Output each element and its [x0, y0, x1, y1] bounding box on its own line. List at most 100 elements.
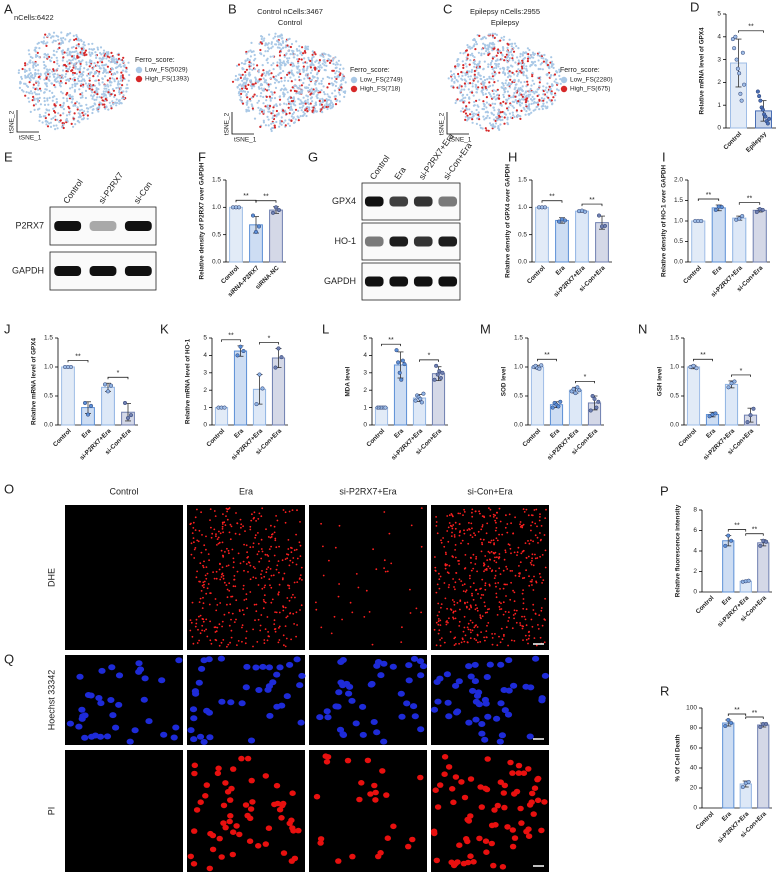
tsne-cell [305, 61, 308, 64]
nucleus [475, 689, 483, 696]
tsne-cell [511, 59, 515, 62]
tsne-cell [80, 75, 83, 78]
row-label: Hoechst 33342 [46, 670, 56, 731]
tsne-cell [473, 100, 476, 104]
tsne-cell [99, 46, 103, 49]
significance-bracket [745, 716, 764, 719]
data-point [236, 205, 242, 210]
signal [475, 624, 477, 626]
signal [488, 583, 491, 586]
tsne-cell [253, 117, 257, 120]
tsne-cell [76, 52, 79, 55]
tsne-cell [39, 77, 42, 80]
tsne-cell [75, 35, 79, 38]
signal [543, 618, 546, 620]
tsne-cell [283, 64, 286, 67]
tsne-cell [492, 78, 495, 81]
nucleus [492, 822, 499, 828]
signal [286, 597, 289, 599]
tsne-cell [460, 85, 463, 88]
tsne-cell [48, 96, 51, 99]
data-point [745, 420, 750, 425]
signal [249, 564, 252, 567]
tsne-cell [452, 72, 456, 76]
tsne-cell [271, 126, 274, 130]
tsne-cell [456, 80, 459, 83]
tsne-cell [337, 91, 340, 94]
tsne-cell [245, 87, 248, 90]
tsne-cell [77, 45, 80, 48]
tsne-cell [266, 50, 269, 53]
tsne-cell [86, 117, 89, 120]
signal [301, 579, 303, 581]
signal [257, 618, 260, 621]
tsne-cell [73, 72, 76, 75]
signal [491, 569, 494, 572]
y-axis-label: Relative fluorescence intensity [675, 504, 682, 597]
signal [338, 583, 340, 585]
signal [483, 516, 486, 519]
tsne-cell [48, 109, 51, 112]
data-point [742, 82, 747, 87]
tsne-cell [28, 81, 31, 84]
tsne-cell [484, 92, 487, 95]
nucleus [464, 838, 471, 845]
tsne-cell [52, 73, 55, 76]
tsne-cell [262, 77, 265, 80]
signal [494, 574, 497, 577]
signal [435, 525, 438, 527]
tsne-cell [276, 61, 279, 64]
tsne-cell [538, 108, 541, 111]
nucleus [187, 727, 195, 734]
tsne-cell [69, 87, 72, 90]
signal [232, 585, 235, 588]
tsne-cell [473, 37, 476, 41]
nucleus [202, 793, 209, 799]
tsne-cell [88, 73, 91, 76]
signal [476, 570, 478, 573]
signal [524, 618, 527, 621]
significance-label: ** [747, 196, 753, 203]
tsne-cell [505, 53, 508, 56]
tsne-cell [110, 107, 113, 110]
signal [489, 515, 492, 517]
tsne-cell [487, 48, 490, 51]
signal [458, 620, 461, 623]
tsne-cell [100, 96, 103, 99]
nucleus [499, 864, 507, 870]
signal [217, 536, 220, 539]
nucleus [249, 799, 256, 805]
tsne-cell [43, 91, 46, 94]
tsne-cell [32, 104, 36, 107]
signal [522, 577, 524, 580]
signal [451, 555, 454, 558]
micrograph [431, 655, 549, 745]
tsne-cell [512, 80, 516, 83]
data-point [751, 406, 756, 411]
tsne-cell [520, 93, 523, 96]
tsne-cell [477, 111, 480, 114]
signal [251, 513, 253, 516]
nucleus [296, 682, 304, 689]
tsne-cell [495, 54, 498, 57]
signal [193, 557, 196, 559]
signal [233, 621, 236, 623]
y-tick-label: 5 [717, 11, 721, 18]
lane-label: Control [61, 177, 85, 205]
signal [454, 544, 457, 546]
tsne-cell [239, 96, 242, 99]
tsne-cell [288, 118, 291, 121]
tsne-cell [481, 82, 484, 85]
tsne-cell [34, 88, 37, 91]
signal [247, 571, 249, 573]
tsne-cell [56, 67, 59, 70]
tsne-cell [256, 101, 259, 104]
tsne-cell [65, 51, 68, 55]
tsne-cell [284, 119, 287, 122]
tsne-cell [538, 85, 541, 88]
tsne-cell [120, 71, 123, 74]
tsne-cell [270, 64, 273, 67]
signal [197, 628, 199, 631]
signal [459, 512, 461, 515]
tsne-cell [337, 59, 340, 62]
